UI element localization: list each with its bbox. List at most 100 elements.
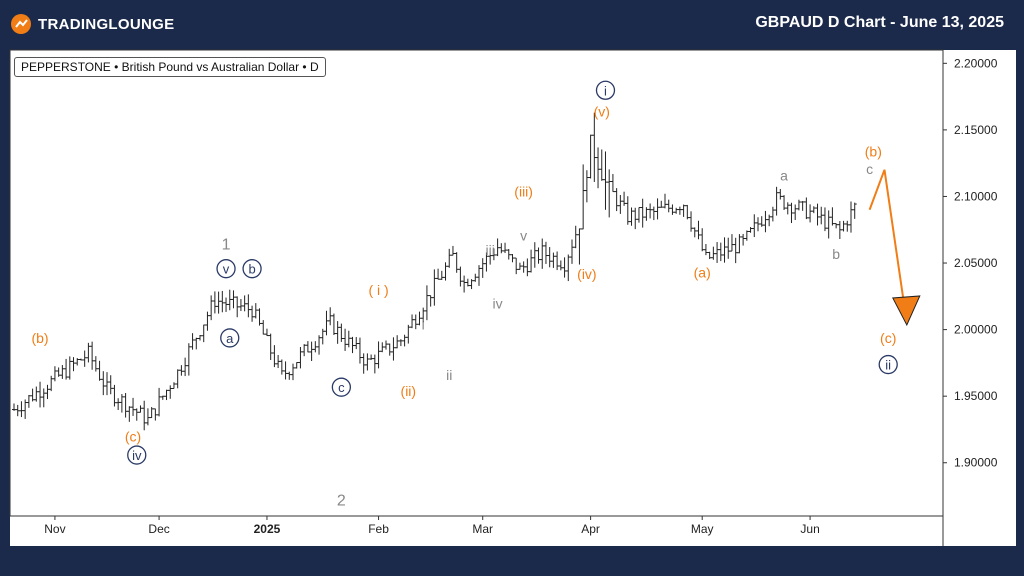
ohlc-bar bbox=[324, 310, 329, 336]
ohlc-bar bbox=[495, 238, 500, 257]
ohlc-bar bbox=[618, 194, 623, 214]
wave-label: (ii) bbox=[401, 383, 417, 399]
wave-label-circle bbox=[878, 354, 898, 375]
ohlc-bar bbox=[283, 361, 288, 380]
ohlc-bar bbox=[517, 262, 522, 270]
wave-label: (c) bbox=[125, 428, 141, 444]
ohlc-bar bbox=[369, 354, 374, 360]
ohlc-bar bbox=[841, 220, 846, 232]
ohlc-bar bbox=[317, 335, 322, 355]
ohlc-bar bbox=[651, 206, 656, 221]
ohlc-bar bbox=[473, 273, 478, 282]
ohlc-bar bbox=[629, 207, 634, 226]
ohlc-bar bbox=[78, 358, 83, 361]
ohlc-bar bbox=[82, 350, 87, 367]
ohlc-bar bbox=[354, 337, 359, 350]
wave-label-circle bbox=[220, 328, 240, 348]
ohlc-bar bbox=[782, 195, 787, 211]
ohlc-bar bbox=[610, 174, 615, 193]
instrument-label: PEPPERSTONE • British Pound vs Australia… bbox=[14, 57, 326, 77]
wave-label: (b) bbox=[865, 144, 882, 160]
ohlc-bar bbox=[793, 204, 798, 220]
ohlc-bar bbox=[614, 188, 619, 212]
ohlc-bar bbox=[153, 408, 158, 421]
ohlc-bar bbox=[659, 200, 664, 208]
ohlc-bar bbox=[726, 237, 731, 259]
wave-label-text: v bbox=[223, 262, 230, 277]
ohlc-bar bbox=[313, 341, 318, 353]
ohlc-bar bbox=[376, 341, 381, 369]
x-tick-label: 2025 bbox=[254, 522, 281, 536]
ohlc-bar bbox=[547, 247, 552, 268]
projection bbox=[868, 169, 921, 327]
ohlc-bar bbox=[491, 248, 496, 261]
y-tick-label: 2.15000 bbox=[954, 123, 998, 137]
ohlc-bar bbox=[804, 197, 809, 220]
ohlc-bar bbox=[417, 311, 422, 326]
ohlc-bar bbox=[194, 337, 199, 350]
ohlc-bar bbox=[633, 207, 638, 230]
ohlc-bar bbox=[700, 228, 705, 252]
wave-label: iv bbox=[127, 445, 147, 465]
ohlc-bar bbox=[488, 252, 493, 265]
wave-label-text: i bbox=[604, 83, 607, 98]
ohlc-bar bbox=[71, 357, 76, 372]
ohlc-bar bbox=[439, 270, 444, 280]
ohlc-bar bbox=[23, 399, 28, 419]
ohlc-bar bbox=[291, 363, 295, 381]
ohlc-bar bbox=[257, 308, 262, 326]
ohlc-bar bbox=[119, 394, 124, 413]
ohlc-bar bbox=[45, 384, 50, 400]
ohlc-bar bbox=[216, 291, 221, 314]
logo-text: TRADINGLOUNGE bbox=[38, 15, 175, 33]
ohlc-bar bbox=[834, 223, 839, 229]
ohlc-bar bbox=[268, 333, 273, 361]
ohlc-bar bbox=[599, 149, 604, 181]
x-tick-label: May bbox=[691, 522, 714, 536]
wave-label: i bbox=[595, 80, 616, 100]
wave-label-text: (iii) bbox=[514, 183, 533, 199]
wave-label-text: 2 bbox=[337, 492, 346, 509]
wave-label: 1 bbox=[222, 237, 231, 254]
plot-border bbox=[9, 49, 944, 517]
ohlc-bar bbox=[774, 186, 779, 216]
ohlc-bar bbox=[674, 207, 679, 214]
ohlc-bar bbox=[566, 254, 571, 282]
ohlc-bar bbox=[573, 225, 578, 249]
ohlc-bar bbox=[849, 201, 853, 233]
ohlc-bar bbox=[90, 341, 95, 370]
ohlc-bar bbox=[15, 404, 20, 417]
y-tick-label: 2.20000 bbox=[954, 56, 998, 70]
ohlc-bar bbox=[577, 228, 582, 265]
wave-label: iv bbox=[493, 295, 503, 311]
ohlc-bars bbox=[12, 112, 857, 431]
ohlc-bar bbox=[160, 395, 165, 400]
ohlc-bar bbox=[525, 258, 530, 277]
ohlc-bar bbox=[551, 252, 556, 268]
ohlc-bar bbox=[365, 353, 370, 371]
ohlc-bar bbox=[648, 203, 653, 219]
ohlc-bar bbox=[447, 248, 452, 268]
ohlc-bar bbox=[711, 246, 716, 260]
wave-label: (b) bbox=[31, 330, 48, 346]
wave-label: (iv) bbox=[577, 266, 596, 282]
ohlc-bar bbox=[852, 202, 857, 219]
chart-title: GBPAUD D Chart - June 13, 2025 bbox=[755, 14, 1004, 31]
ohlc-bar bbox=[450, 245, 455, 256]
y-tick-label: 2.00000 bbox=[954, 323, 998, 337]
ohlc-bar bbox=[744, 230, 749, 241]
ohlc-bar bbox=[837, 221, 842, 239]
wave-label-text: b bbox=[832, 246, 840, 262]
ohlc-bar bbox=[644, 207, 649, 221]
ohlc-bar bbox=[640, 198, 645, 228]
ohlc-bar bbox=[209, 295, 214, 321]
ohlc-bar bbox=[52, 366, 57, 382]
ohlc-bar bbox=[123, 393, 128, 418]
ohlc-bar bbox=[346, 330, 351, 348]
ohlc-bar bbox=[387, 343, 392, 356]
ohlc-bar bbox=[298, 346, 303, 369]
wave-label: c bbox=[331, 377, 352, 397]
wave-label-text: ( i ) bbox=[368, 282, 388, 298]
wave-label-text: c bbox=[866, 161, 873, 177]
